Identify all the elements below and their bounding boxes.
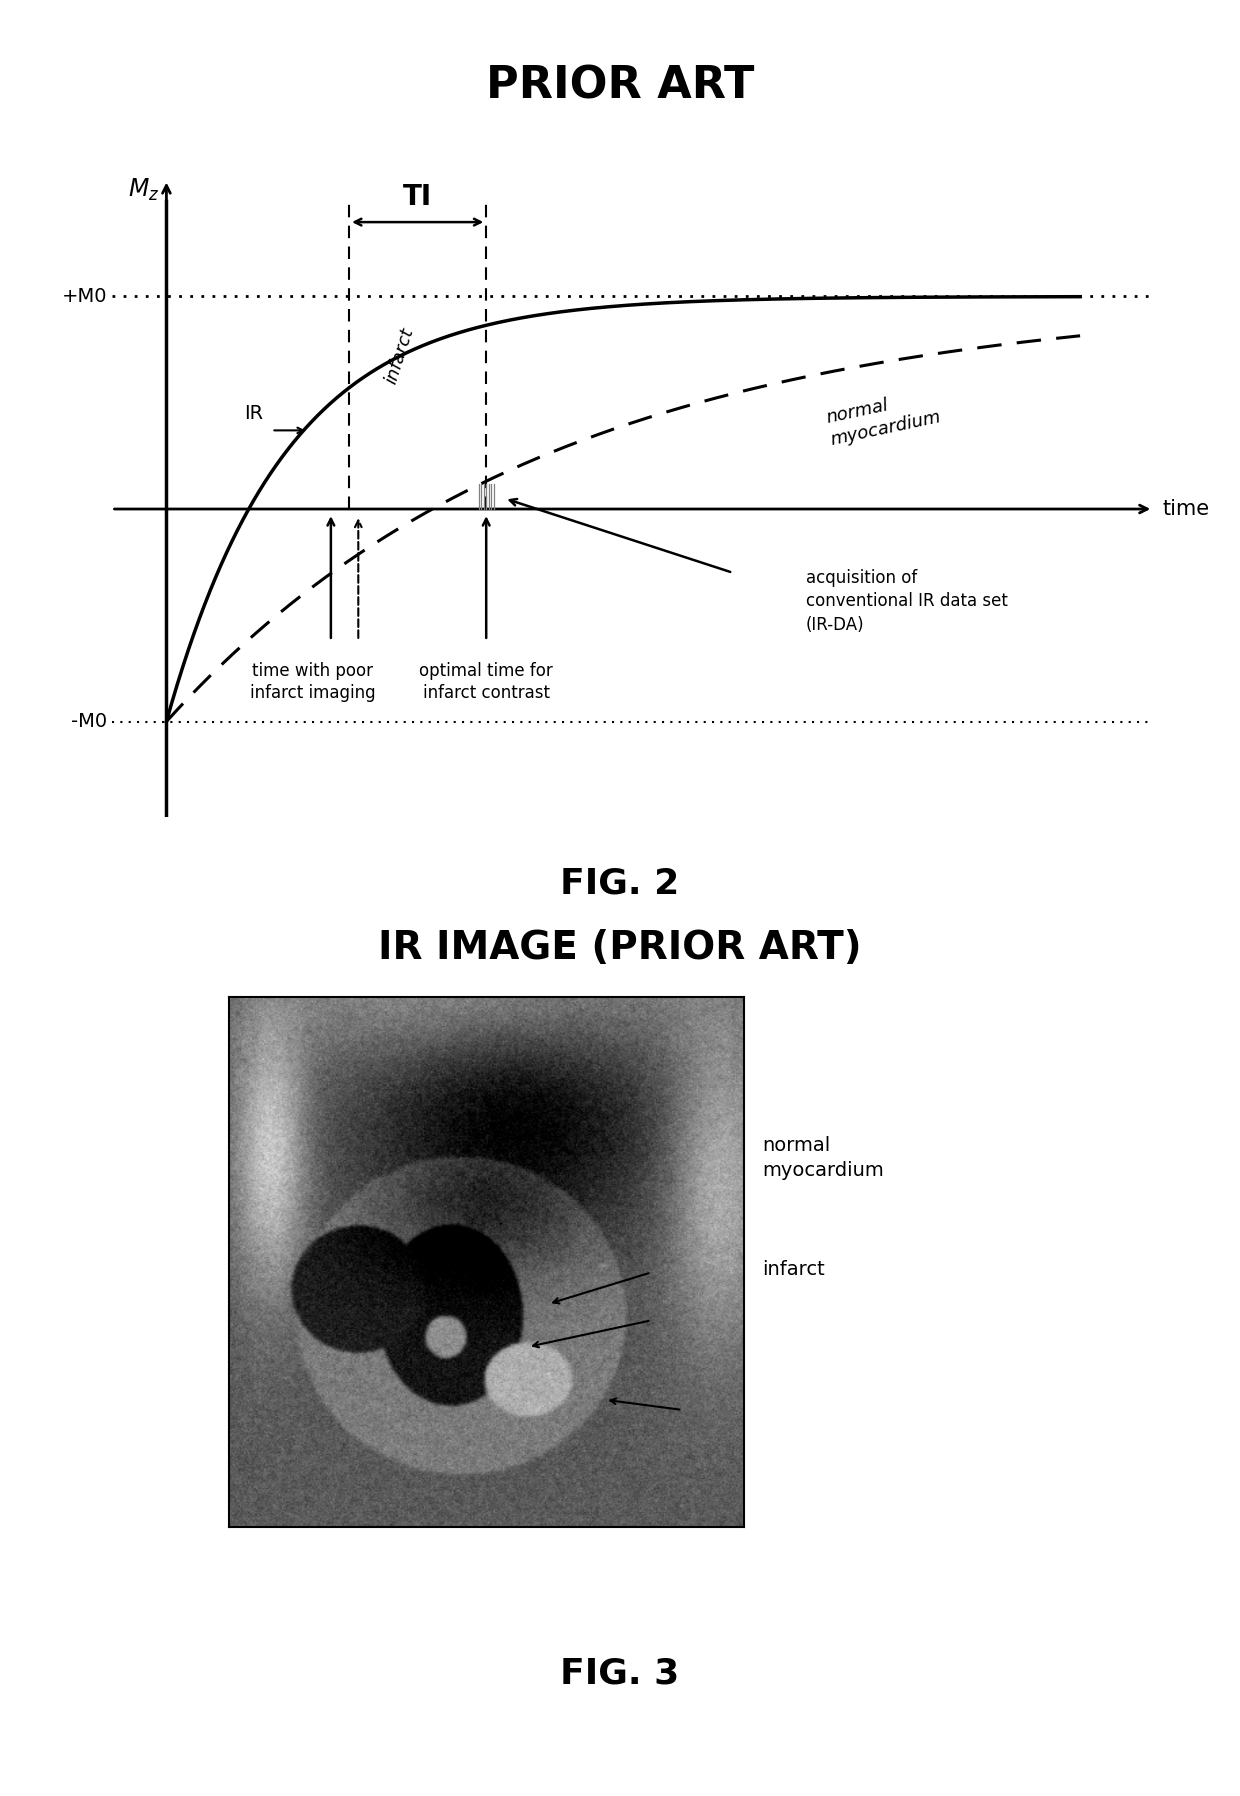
Text: time with poor
infarct imaging: time with poor infarct imaging [249,663,376,702]
Text: M$_z$: M$_z$ [128,178,160,203]
Text: normal
myocardium: normal myocardium [763,1137,884,1180]
Text: FIG. 2: FIG. 2 [560,867,680,900]
Text: time: time [1162,499,1209,519]
Text: infarct: infarct [382,325,417,386]
Text: TI: TI [403,183,433,210]
Text: IR IMAGE (PRIOR ART): IR IMAGE (PRIOR ART) [378,929,862,968]
Text: FIG. 3: FIG. 3 [560,1658,680,1690]
Text: normal
myocardium: normal myocardium [825,386,942,449]
Text: +M0: +M0 [62,287,107,305]
Text: infarct: infarct [763,1261,826,1279]
Text: acquisition of
conventional IR data set
(IR-DA): acquisition of conventional IR data set … [806,569,1008,634]
Text: PRIOR ART: PRIOR ART [486,65,754,108]
Text: optimal time for
infarct contrast: optimal time for infarct contrast [419,663,553,702]
Text: -M0: -M0 [71,711,107,731]
Text: IR: IR [244,404,263,422]
